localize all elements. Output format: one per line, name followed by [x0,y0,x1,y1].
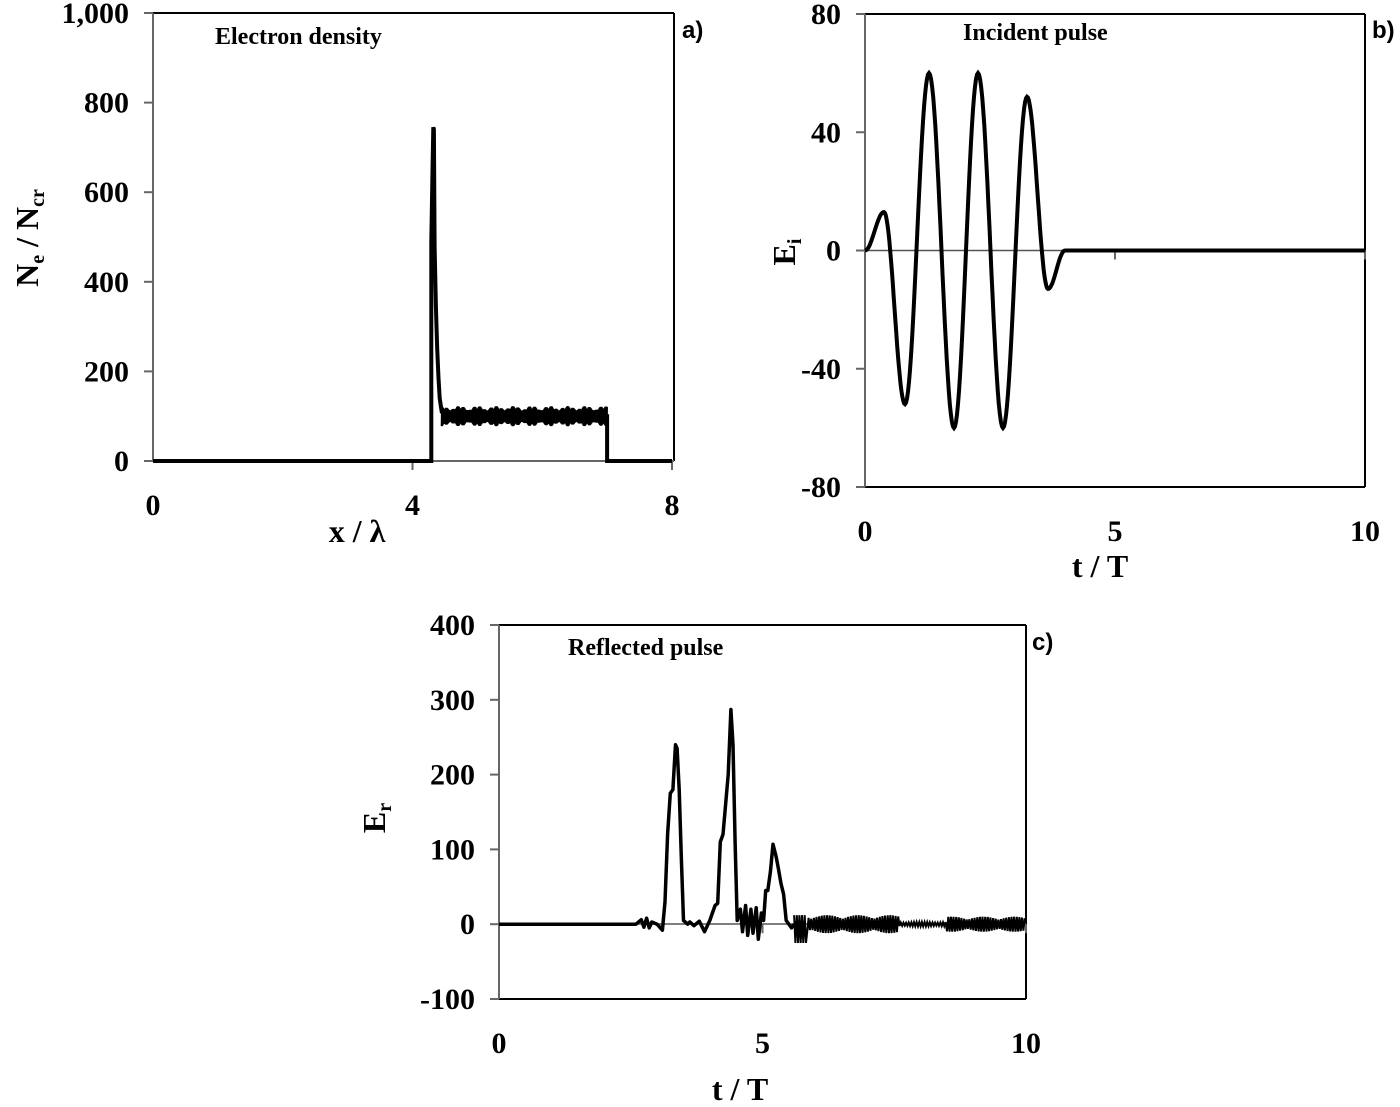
y-tick-label: 0 [114,445,129,478]
x-tick-label: 4 [405,489,420,522]
y-tick-label: -100 [420,983,475,1016]
panel-title-c: Reflected pulse [568,635,724,661]
y-tick-label: 0 [826,235,841,268]
y-tick-label: 200 [430,759,475,792]
plot-area-c [499,625,1026,999]
x-tick-label: 10 [1350,515,1380,548]
series-line-incident-pulse [864,69,1365,432]
y-label-sub-c: r [374,803,396,812]
y-axis-title-c: Er [356,803,396,833]
y-tick-label: 0 [460,908,475,941]
ticks-c: -100 0 100 200 300 400 0 5 10 [420,609,1041,1060]
panel-label-a: a) [682,17,703,44]
y-label-sub-a: e [27,255,49,264]
panel-label-b: b) [1372,17,1395,44]
y-tick-label: 800 [84,87,129,120]
y-label-main-a: N [9,264,45,287]
y-label-main-c: E [356,812,392,833]
x-tick-label: 10 [1011,1027,1041,1060]
ticks-b: -80 -40 0 40 80 0 5 10 [801,0,1380,548]
tail-noise-c [793,915,1026,944]
y-tick-label: 200 [84,355,129,388]
y-label-sub2-a: cr [27,189,49,207]
x-axis-title-text-b: t / T [1072,548,1128,584]
y-label-sep-a: / [9,230,45,255]
panel-title-a: Electron density [215,24,382,50]
series-line-electron-density [153,126,672,463]
y-tick-label: 40 [811,116,841,149]
y-label-main-b: E [766,244,802,265]
x-axis-title-text-a: x / λ [329,513,386,549]
x-axis-title-text-c: t / T [712,1071,768,1107]
x-tick-label: 0 [858,515,873,548]
y-axis-title-b: Ei [766,238,806,265]
x-axis-title-b: t / T [1072,548,1128,584]
plot-area-a [153,13,674,461]
y-label-sub-b: i [784,238,806,244]
x-tick-label: 5 [755,1027,770,1060]
y-tick-label: 600 [84,176,129,209]
x-axis-title-c: t / T [712,1071,768,1107]
y-tick-label: 400 [430,609,475,642]
y-tick-label: -40 [801,353,841,386]
y-tick-label: 400 [84,266,129,299]
x-axis-title-a: x / λ [329,513,386,549]
y-tick-label: 1,000 [62,0,130,30]
y-tick-label: 80 [811,0,841,31]
y-tick-label: 100 [430,833,475,866]
panel-a-electron-density: 0 200 400 600 800 1,000 0 4 8 Electron density a… [9,0,703,549]
panel-title-b: Incident pulse [963,20,1108,46]
y-label-main2-a: N [9,207,45,230]
y-axis-title-a: Ne / Ncr [9,189,49,287]
x-tick-label: 5 [1108,515,1123,548]
panel-c-reflected-pulse: -100 0 100 200 300 400 0 5 10 Reflected pulse c)… [356,609,1053,1107]
ticks-a: 0 200 400 600 800 1,000 0 4 8 [62,0,680,522]
x-tick-label: 0 [492,1027,507,1060]
series-line-reflected-pulse [499,707,796,941]
x-tick-label: 0 [146,489,161,522]
y-tick-label: 300 [430,684,475,717]
x-tick-label: 8 [665,489,680,522]
y-tick-label: -80 [801,471,841,504]
panel-label-c: c) [1032,629,1053,656]
